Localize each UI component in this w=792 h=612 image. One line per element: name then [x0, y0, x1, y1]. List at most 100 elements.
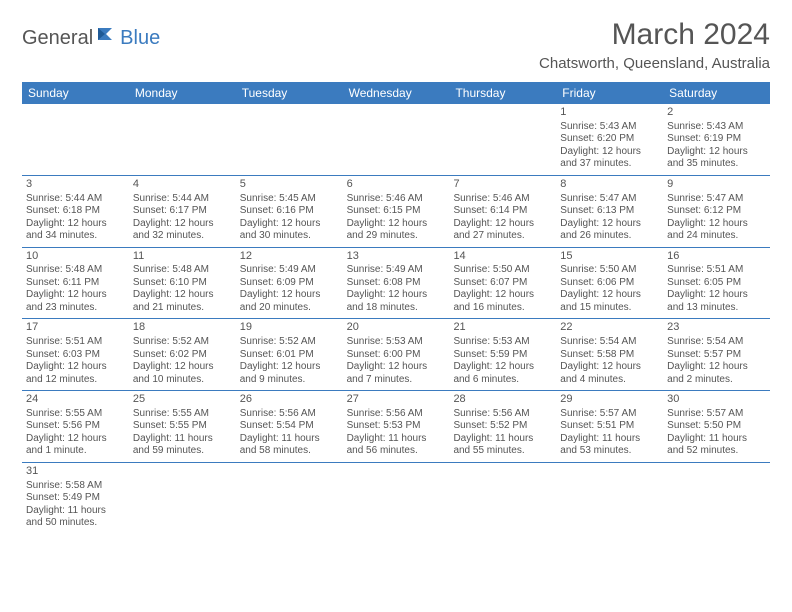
sunset-line: Sunset: 6:14 PM — [453, 205, 552, 218]
daylight-line: Daylight: 11 hours and 55 minutes. — [453, 433, 552, 458]
sunset-line: Sunset: 6:01 PM — [240, 349, 339, 362]
calendar-cell: 6Sunrise: 5:46 AMSunset: 6:15 PMDaylight… — [343, 176, 450, 247]
sunrise-line: Sunrise: 5:55 AM — [26, 408, 125, 421]
sunset-line: Sunset: 5:50 PM — [667, 420, 766, 433]
daylight-line: Daylight: 12 hours and 4 minutes. — [560, 361, 659, 386]
sunset-line: Sunset: 6:20 PM — [560, 133, 659, 146]
sunrise-line: Sunrise: 5:50 AM — [560, 264, 659, 277]
calendar-cell — [663, 463, 770, 534]
daylight-line: Daylight: 12 hours and 32 minutes. — [133, 218, 232, 243]
day-number: 13 — [347, 250, 446, 264]
sunrise-line: Sunrise: 5:43 AM — [667, 121, 766, 134]
day-number: 27 — [347, 393, 446, 407]
daylight-line: Daylight: 12 hours and 16 minutes. — [453, 289, 552, 314]
calendar-cell — [22, 104, 129, 175]
sunset-line: Sunset: 5:54 PM — [240, 420, 339, 433]
calendar-cell — [129, 104, 236, 175]
calendar-cell: 29Sunrise: 5:57 AMSunset: 5:51 PMDayligh… — [556, 391, 663, 462]
day-number: 25 — [133, 393, 232, 407]
day-number: 5 — [240, 178, 339, 192]
day-number: 17 — [26, 321, 125, 335]
sunrise-line: Sunrise: 5:53 AM — [453, 336, 552, 349]
calendar-cell: 18Sunrise: 5:52 AMSunset: 6:02 PMDayligh… — [129, 319, 236, 390]
sunset-line: Sunset: 6:19 PM — [667, 133, 766, 146]
day-number: 4 — [133, 178, 232, 192]
day-number: 31 — [26, 465, 125, 479]
sunset-line: Sunset: 6:12 PM — [667, 205, 766, 218]
sunrise-line: Sunrise: 5:51 AM — [667, 264, 766, 277]
calendar-cell: 24Sunrise: 5:55 AMSunset: 5:56 PMDayligh… — [22, 391, 129, 462]
calendar-cell: 19Sunrise: 5:52 AMSunset: 6:01 PMDayligh… — [236, 319, 343, 390]
sunset-line: Sunset: 6:17 PM — [133, 205, 232, 218]
day-header-sat: Saturday — [663, 82, 770, 104]
day-header-wed: Wednesday — [343, 82, 450, 104]
sunset-line: Sunset: 6:08 PM — [347, 277, 446, 290]
sunset-line: Sunset: 5:53 PM — [347, 420, 446, 433]
sunset-line: Sunset: 6:03 PM — [26, 349, 125, 362]
calendar-cell: 30Sunrise: 5:57 AMSunset: 5:50 PMDayligh… — [663, 391, 770, 462]
calendar-cell — [343, 463, 450, 534]
daylight-line: Daylight: 11 hours and 58 minutes. — [240, 433, 339, 458]
calendar-cell: 1Sunrise: 5:43 AMSunset: 6:20 PMDaylight… — [556, 104, 663, 175]
daylight-line: Daylight: 12 hours and 21 minutes. — [133, 289, 232, 314]
calendar-row: 10Sunrise: 5:48 AMSunset: 6:11 PMDayligh… — [22, 248, 770, 320]
daylight-line: Daylight: 12 hours and 24 minutes. — [667, 218, 766, 243]
day-number: 24 — [26, 393, 125, 407]
calendar-cell: 16Sunrise: 5:51 AMSunset: 6:05 PMDayligh… — [663, 248, 770, 319]
calendar-cell: 11Sunrise: 5:48 AMSunset: 6:10 PMDayligh… — [129, 248, 236, 319]
day-number: 12 — [240, 250, 339, 264]
logo-text-general: General — [22, 27, 93, 50]
daylight-line: Daylight: 12 hours and 23 minutes. — [26, 289, 125, 314]
sunrise-line: Sunrise: 5:46 AM — [347, 193, 446, 206]
calendar-row: 24Sunrise: 5:55 AMSunset: 5:56 PMDayligh… — [22, 391, 770, 463]
calendar-cell: 21Sunrise: 5:53 AMSunset: 5:59 PMDayligh… — [449, 319, 556, 390]
day-number: 23 — [667, 321, 766, 335]
sunset-line: Sunset: 6:16 PM — [240, 205, 339, 218]
sunset-line: Sunset: 6:10 PM — [133, 277, 232, 290]
sunrise-line: Sunrise: 5:52 AM — [240, 336, 339, 349]
sunrise-line: Sunrise: 5:58 AM — [26, 480, 125, 493]
sunrise-line: Sunrise: 5:54 AM — [560, 336, 659, 349]
calendar-cell: 14Sunrise: 5:50 AMSunset: 6:07 PMDayligh… — [449, 248, 556, 319]
calendar-cell — [236, 463, 343, 534]
calendar-cell: 3Sunrise: 5:44 AMSunset: 6:18 PMDaylight… — [22, 176, 129, 247]
sunrise-line: Sunrise: 5:43 AM — [560, 121, 659, 134]
daylight-line: Daylight: 12 hours and 6 minutes. — [453, 361, 552, 386]
day-header-thu: Thursday — [449, 82, 556, 104]
daylight-line: Daylight: 12 hours and 1 minute. — [26, 433, 125, 458]
sunset-line: Sunset: 6:07 PM — [453, 277, 552, 290]
sunrise-line: Sunrise: 5:45 AM — [240, 193, 339, 206]
calendar-cell: 9Sunrise: 5:47 AMSunset: 6:12 PMDaylight… — [663, 176, 770, 247]
sunset-line: Sunset: 6:15 PM — [347, 205, 446, 218]
sunset-line: Sunset: 5:49 PM — [26, 492, 125, 505]
calendar-cell — [236, 104, 343, 175]
day-number: 19 — [240, 321, 339, 335]
day-number: 14 — [453, 250, 552, 264]
day-header-sun: Sunday — [22, 82, 129, 104]
day-header-mon: Monday — [129, 82, 236, 104]
calendar-cell: 28Sunrise: 5:56 AMSunset: 5:52 PMDayligh… — [449, 391, 556, 462]
daylight-line: Daylight: 12 hours and 20 minutes. — [240, 289, 339, 314]
calendar-cell: 23Sunrise: 5:54 AMSunset: 5:57 PMDayligh… — [663, 319, 770, 390]
day-number: 16 — [667, 250, 766, 264]
day-header-tue: Tuesday — [236, 82, 343, 104]
logo-flag-icon — [98, 26, 120, 47]
calendar-cell: 27Sunrise: 5:56 AMSunset: 5:53 PMDayligh… — [343, 391, 450, 462]
calendar-cell: 17Sunrise: 5:51 AMSunset: 6:03 PMDayligh… — [22, 319, 129, 390]
sunrise-line: Sunrise: 5:56 AM — [240, 408, 339, 421]
calendar-cell — [129, 463, 236, 534]
calendar-cell: 8Sunrise: 5:47 AMSunset: 6:13 PMDaylight… — [556, 176, 663, 247]
daylight-line: Daylight: 12 hours and 10 minutes. — [133, 361, 232, 386]
calendar-row: 17Sunrise: 5:51 AMSunset: 6:03 PMDayligh… — [22, 319, 770, 391]
day-number: 2 — [667, 106, 766, 120]
sunrise-line: Sunrise: 5:56 AM — [453, 408, 552, 421]
sunrise-line: Sunrise: 5:56 AM — [347, 408, 446, 421]
sunrise-line: Sunrise: 5:55 AM — [133, 408, 232, 421]
logo: General Blue — [22, 26, 160, 51]
day-number: 6 — [347, 178, 446, 192]
header: General Blue March 2024 Chatsworth, Quee… — [22, 18, 770, 72]
day-number: 11 — [133, 250, 232, 264]
calendar-cell: 12Sunrise: 5:49 AMSunset: 6:09 PMDayligh… — [236, 248, 343, 319]
location-subtitle: Chatsworth, Queensland, Australia — [539, 55, 770, 72]
calendar-cell: 2Sunrise: 5:43 AMSunset: 6:19 PMDaylight… — [663, 104, 770, 175]
